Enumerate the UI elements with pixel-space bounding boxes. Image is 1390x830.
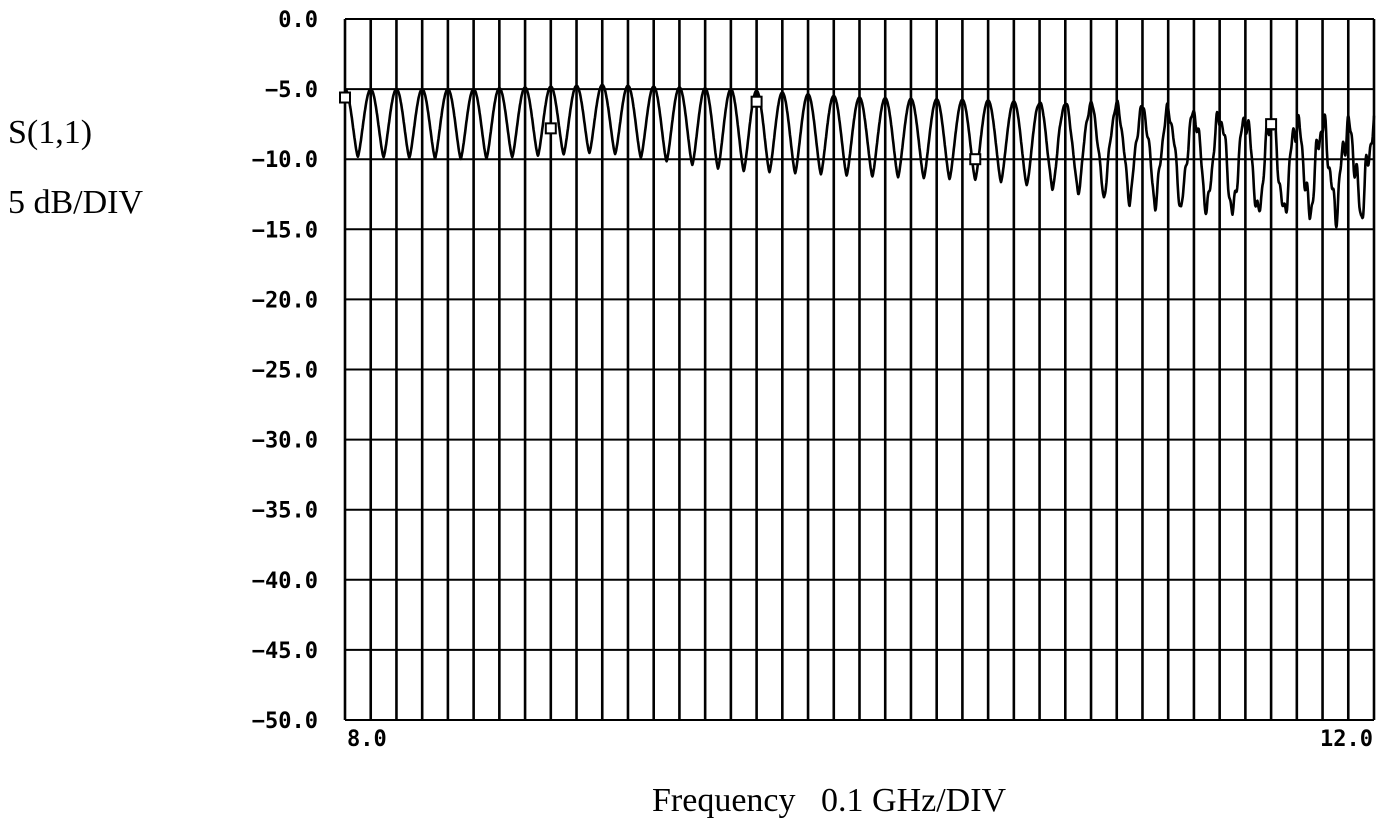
- y-axis-label: S(1,1): [8, 114, 93, 151]
- grid: [343, 18, 1376, 721]
- trace-marker: [750, 95, 763, 108]
- x-axis-label: Frequency 0.1 GHz/DIV: [652, 784, 1006, 818]
- x-tick-labels: 8.0 12.0: [347, 727, 1373, 752]
- trace-marker: [544, 122, 557, 135]
- y-tick-label: −10.0: [252, 148, 318, 173]
- markers: [339, 91, 1278, 166]
- y-tick-labels: 0.0 −5.0 −10.0 −15.0 −20.0 −25.0 −30.0 −35.0 −40…: [252, 8, 318, 734]
- trace-marker: [969, 153, 982, 166]
- x-axis-units: 0.1 GHz/DIV: [821, 782, 1007, 819]
- y-tick-label: −30.0: [252, 429, 318, 454]
- y-tick-label: −40.0: [252, 569, 318, 594]
- y-tick-label: −20.0: [252, 288, 318, 313]
- y-tick-label: −50.0: [252, 709, 318, 734]
- x-tick-label: 8.0: [347, 727, 387, 752]
- y-tick-label: −35.0: [252, 499, 318, 524]
- trace-marker: [339, 91, 351, 104]
- y-tick-label: −45.0: [252, 639, 318, 664]
- y-tick-label: −5.0: [265, 78, 318, 103]
- y-tick-label: −15.0: [252, 218, 318, 243]
- s11-trace: [344, 83, 1376, 229]
- y-tick-label: −25.0: [252, 359, 318, 384]
- y-tick-label: 0.0: [278, 8, 318, 33]
- x-tick-label: 12.0: [1320, 727, 1373, 752]
- trace-marker: [1265, 118, 1278, 131]
- y-axis-units: 5 dB/DIV: [8, 184, 144, 221]
- x-axis-title: Frequency: [652, 782, 796, 819]
